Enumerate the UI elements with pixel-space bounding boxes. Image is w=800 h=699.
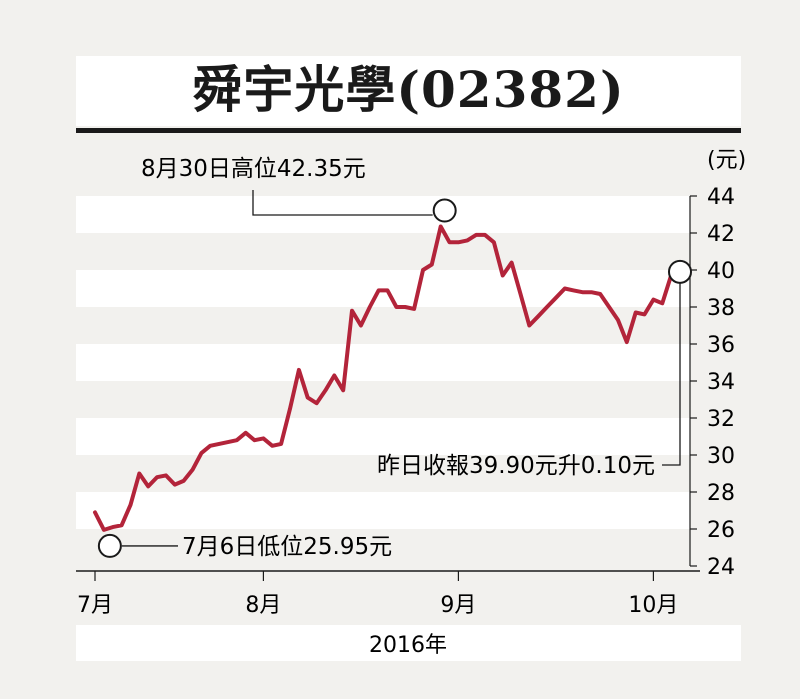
x-tick-label: 9月 bbox=[440, 593, 476, 618]
grid-band bbox=[76, 492, 690, 529]
chart-title: 舜宇光學(02382) bbox=[192, 60, 625, 119]
y-tick-label: 40 bbox=[707, 259, 735, 284]
title-divider bbox=[76, 128, 741, 133]
y-axis-unit: (元) bbox=[707, 148, 746, 173]
grid-band bbox=[76, 418, 690, 455]
y-tick-label: 30 bbox=[707, 444, 735, 469]
low-annotation: 7月6日低位25.95元 bbox=[182, 534, 392, 560]
close-leader-line bbox=[662, 282, 681, 466]
y-tick-label: 32 bbox=[707, 407, 735, 432]
y-tick-label: 26 bbox=[707, 518, 735, 543]
y-tick-label: 34 bbox=[707, 370, 735, 395]
high-marker bbox=[432, 198, 457, 223]
close-marker bbox=[668, 259, 692, 284]
x-tick-label: 7月 bbox=[77, 593, 113, 618]
y-tick-label: 36 bbox=[707, 333, 735, 358]
x-tick-label: 8月 bbox=[245, 593, 281, 618]
grid-bands bbox=[76, 196, 690, 529]
high-annotation: 8月30日高位42.35元 bbox=[141, 156, 366, 182]
x-axis-ticks: 7月 8月 9月 10月 bbox=[77, 571, 678, 618]
y-tick-label: 44 bbox=[707, 185, 735, 210]
low-marker bbox=[97, 533, 122, 558]
x-axis-label: 2016年 bbox=[369, 633, 447, 658]
grid-band bbox=[76, 344, 690, 381]
y-axis-ticks: 24 26 28 30 32 34 36 38 40 42 44 bbox=[690, 185, 735, 580]
high-leader-line bbox=[252, 190, 433, 216]
y-tick-label: 24 bbox=[707, 555, 735, 580]
y-tick-label: 38 bbox=[707, 296, 735, 321]
price-line bbox=[93, 224, 682, 532]
x-axis-label-box bbox=[76, 625, 741, 661]
x-tick-label: 10月 bbox=[628, 593, 678, 618]
y-tick-label: 28 bbox=[707, 481, 735, 506]
annotations: 7月6日低位25.95元 8月30日高位42.35元昨日收報39.90元升0.10… bbox=[97, 156, 692, 560]
chart-title-box: 舜宇光學(02382) bbox=[76, 56, 741, 126]
close-annotation: 昨日收報39.90元升0.10元 bbox=[377, 453, 655, 479]
y-tick-label: 42 bbox=[707, 222, 735, 247]
